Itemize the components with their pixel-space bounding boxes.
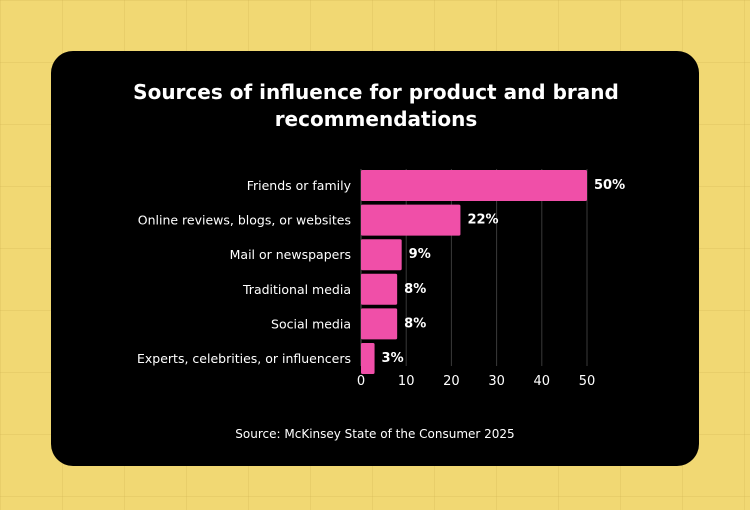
data-label: 8% [404, 282, 426, 297]
x-tick-label: 20 [443, 374, 460, 389]
data-label: 9% [409, 247, 431, 262]
x-tick-label: 40 [534, 374, 551, 389]
bar [361, 239, 402, 271]
x-tick-label: 10 [398, 374, 415, 389]
data-label: 8% [404, 316, 426, 331]
data-label: 22% [467, 213, 498, 228]
bar [361, 204, 461, 236]
bar [361, 308, 398, 340]
bar [361, 343, 375, 374]
category-label: Traditional media [242, 282, 351, 297]
chart-title: Sources of influence for product and bra… [133, 80, 619, 131]
category-label: Friends or family [247, 178, 352, 193]
x-tick-label: 50 [579, 374, 596, 389]
category-label: Mail or newspapers [230, 247, 351, 262]
bar [361, 273, 398, 305]
chart-card: Sources of influence for product and bra… [51, 51, 699, 466]
bar [361, 170, 587, 201]
x-tick-label: 30 [488, 374, 505, 389]
bar-chart: Friends or family 50% Online reviews, blog… [137, 169, 625, 389]
data-label: 50% [594, 178, 625, 193]
data-label: 3% [382, 351, 404, 366]
category-label: Experts, celebrities, or influencers [137, 351, 351, 366]
category-label: Online reviews, blogs, or websites [138, 213, 351, 228]
x-tick-label: 0 [357, 374, 365, 389]
category-label: Social media [271, 316, 351, 331]
chart-source: Source: McKinsey State of the Consumer 2… [235, 427, 515, 441]
